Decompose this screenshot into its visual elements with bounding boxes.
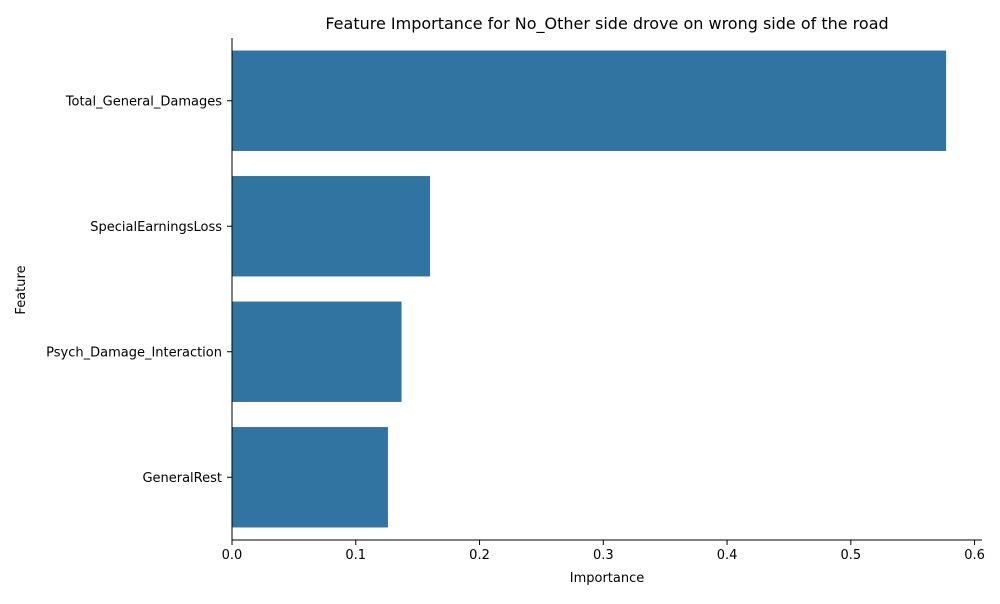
x-axis-label: Importance (570, 571, 645, 586)
x-tick-label: 0.6 (964, 548, 985, 563)
y-tick-label: GeneralRest (142, 471, 222, 486)
bar-total-general-damages (232, 50, 947, 151)
x-tick-label: 0.4 (717, 548, 738, 563)
y-tick-label: Total_General_Damages (65, 94, 222, 109)
y-axis-label: Feature (14, 265, 29, 314)
y-axis-ticks: Total_General_Damages SpecialEarningsLoss… (46, 94, 232, 486)
x-axis-ticks: 0.0 0.1 0.2 0.3 0.4 0.5 0.6 (222, 540, 985, 563)
y-tick-label: SpecialEarningsLoss (90, 220, 222, 235)
x-tick-label: 0.0 (222, 548, 243, 563)
x-tick-label: 0.1 (345, 548, 366, 563)
chart-title: Feature Importance for No_Other side dro… (325, 14, 888, 34)
bar-specialearningsloss (232, 176, 431, 277)
x-tick-label: 0.5 (840, 548, 861, 563)
x-tick-label: 0.3 (593, 548, 614, 563)
y-tick-label: Psych_Damage_Interaction (46, 345, 222, 360)
bar-psych-damage-interaction (232, 301, 402, 402)
x-tick-label: 0.2 (469, 548, 490, 563)
bars-group (232, 50, 947, 528)
bar-generalrest (232, 427, 388, 528)
